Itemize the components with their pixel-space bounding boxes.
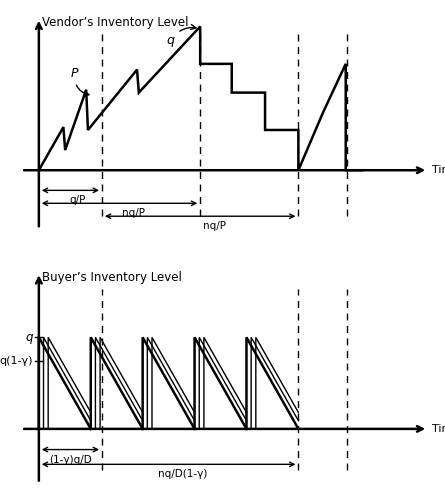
Text: nq/D(1-γ): nq/D(1-γ) xyxy=(158,470,207,480)
Text: P: P xyxy=(70,67,89,96)
Text: nq/P: nq/P xyxy=(122,208,145,218)
Text: q/P: q/P xyxy=(69,196,85,205)
Text: q: q xyxy=(25,331,32,344)
Text: q: q xyxy=(167,24,196,46)
Text: Vendor’s Inventory Level: Vendor’s Inventory Level xyxy=(42,16,189,30)
Text: Buyer’s Inventory Level: Buyer’s Inventory Level xyxy=(42,271,182,284)
Text: q(1-γ): q(1-γ) xyxy=(0,356,32,366)
Text: Time: Time xyxy=(432,424,445,434)
Text: (1-γ)q/D: (1-γ)q/D xyxy=(49,454,92,464)
Text: Time: Time xyxy=(432,165,445,175)
Text: nq/P: nq/P xyxy=(203,222,226,232)
